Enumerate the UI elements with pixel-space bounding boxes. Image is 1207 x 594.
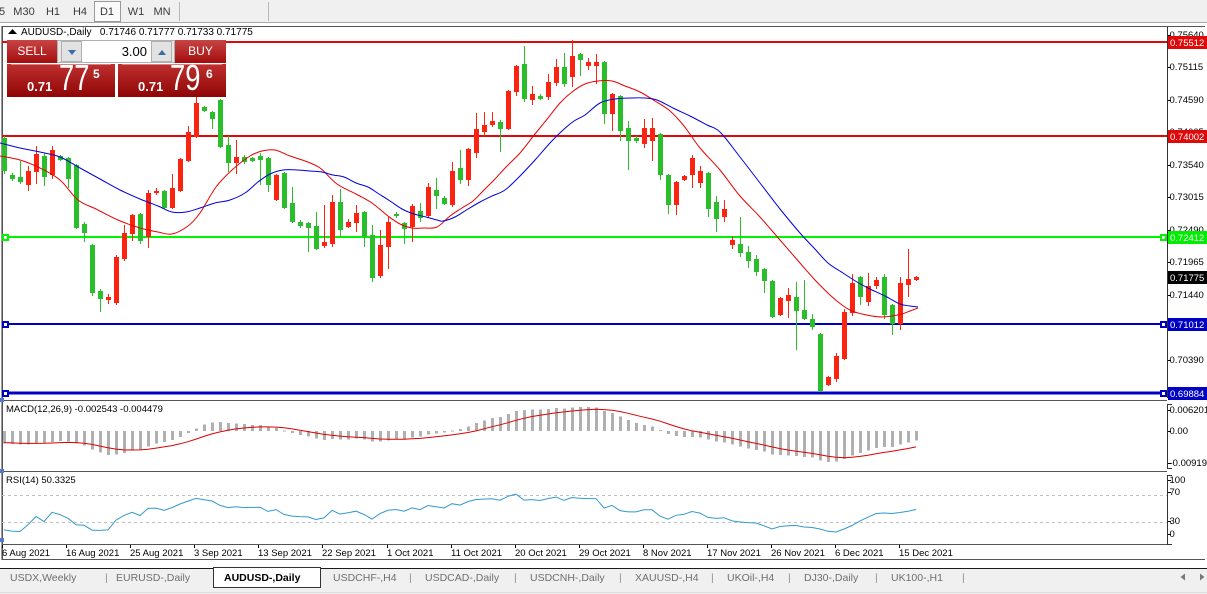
svg-text:15 Dec 2021: 15 Dec 2021 <box>899 548 953 559</box>
svg-text:25 Aug 2021: 25 Aug 2021 <box>130 548 183 559</box>
svg-text:AUDUSD-,Daily: AUDUSD-,Daily <box>224 572 301 584</box>
svg-text:M30: M30 <box>13 6 34 18</box>
svg-text:MACD(12,26,9) -0.002543 -0.004: MACD(12,26,9) -0.002543 -0.004479 <box>6 404 163 415</box>
svg-text:RSI(14) 50.3325: RSI(14) 50.3325 <box>6 475 76 486</box>
svg-text:0.75640: 0.75640 <box>1170 30 1204 41</box>
svg-text:0.74590: 0.74590 <box>1170 95 1204 106</box>
svg-text:XAUUSD-,H4: XAUUSD-,H4 <box>635 572 699 584</box>
svg-text:H1: H1 <box>46 6 60 18</box>
svg-text:0.71012: 0.71012 <box>1170 320 1204 331</box>
svg-text:|: | <box>788 572 791 584</box>
svg-text:0: 0 <box>1170 529 1175 540</box>
svg-text:EURUSD-,Daily: EURUSD-,Daily <box>116 572 191 584</box>
svg-text:USDCAD-,Daily: USDCAD-,Daily <box>425 572 500 584</box>
svg-text:UK100-,H1: UK100-,H1 <box>891 572 943 584</box>
svg-text:AUDUSD-,Daily 0.71746 0.7177: AUDUSD-,Daily 0.71746 0.71777 0.71733 0.… <box>21 27 253 38</box>
svg-text:30: 30 <box>1170 516 1181 527</box>
svg-text:|: | <box>711 572 714 584</box>
svg-text:6 Aug 2021: 6 Aug 2021 <box>2 548 50 559</box>
svg-text:5: 5 <box>0 6 5 18</box>
svg-text:MN: MN <box>153 6 170 18</box>
svg-text:17 Nov 2021: 17 Nov 2021 <box>707 548 761 559</box>
svg-text:0.74002: 0.74002 <box>1170 132 1204 143</box>
svg-text:0.72490: 0.72490 <box>1170 225 1204 236</box>
svg-text:|: | <box>619 572 622 584</box>
svg-text:USDX,Weekly: USDX,Weekly <box>10 572 77 584</box>
svg-text:DJ30-,Daily: DJ30-,Daily <box>804 572 859 584</box>
svg-text:0.75512: 0.75512 <box>1170 38 1204 49</box>
svg-text:0.71775: 0.71775 <box>1170 273 1204 284</box>
svg-text:22 Sep 2021: 22 Sep 2021 <box>322 548 376 559</box>
svg-text:8 Nov 2021: 8 Nov 2021 <box>643 548 692 559</box>
svg-text:|: | <box>409 572 412 584</box>
svg-text:USDCHF-,H4: USDCHF-,H4 <box>333 572 397 584</box>
svg-text:26 Nov 2021: 26 Nov 2021 <box>771 548 825 559</box>
svg-text:29 Oct 2021: 29 Oct 2021 <box>579 548 631 559</box>
svg-text:16 Aug 2021: 16 Aug 2021 <box>66 548 119 559</box>
svg-text:20 Oct 2021: 20 Oct 2021 <box>515 548 567 559</box>
svg-text:70: 70 <box>1170 487 1181 498</box>
svg-text:0.75115: 0.75115 <box>1170 62 1204 73</box>
svg-text:3 Sep 2021: 3 Sep 2021 <box>194 548 243 559</box>
svg-text:0.006201: 0.006201 <box>1170 405 1207 416</box>
svg-text:0.73015: 0.73015 <box>1170 192 1204 203</box>
svg-text:13 Sep 2021: 13 Sep 2021 <box>258 548 312 559</box>
svg-text:0.71965: 0.71965 <box>1170 257 1204 268</box>
svg-text:0.71440: 0.71440 <box>1170 290 1204 301</box>
svg-text:|: | <box>962 572 965 584</box>
svg-text:0.69884: 0.69884 <box>1170 389 1204 400</box>
svg-text:100: 100 <box>1170 475 1186 486</box>
svg-text:W1: W1 <box>128 6 145 18</box>
svg-text:USDCNH-,Daily: USDCNH-,Daily <box>530 572 605 584</box>
svg-text:0.72412: 0.72412 <box>1170 233 1204 244</box>
svg-text:H4: H4 <box>73 6 87 18</box>
svg-text:6 Dec 2021: 6 Dec 2021 <box>835 548 884 559</box>
svg-text:|: | <box>105 572 108 584</box>
svg-text:|: | <box>514 572 517 584</box>
svg-text:1 Oct 2021: 1 Oct 2021 <box>387 548 433 559</box>
svg-text:D1: D1 <box>100 6 114 18</box>
svg-text:0.73540: 0.73540 <box>1170 160 1204 171</box>
svg-text:UKOil-,H4: UKOil-,H4 <box>727 572 774 584</box>
svg-text:11 Oct 2021: 11 Oct 2021 <box>451 548 502 559</box>
svg-text:0.00: 0.00 <box>1170 426 1189 437</box>
svg-text:0.70390: 0.70390 <box>1170 355 1204 366</box>
svg-text:-0.009197: -0.009197 <box>1170 458 1207 469</box>
svg-text:|: | <box>875 572 878 584</box>
